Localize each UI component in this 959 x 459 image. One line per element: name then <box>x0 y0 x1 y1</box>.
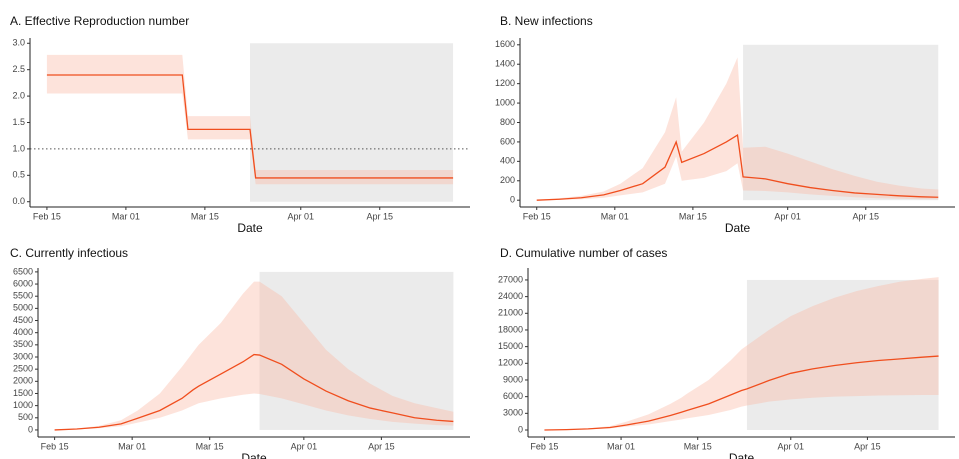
x-tick-label: Mar 15 <box>679 211 707 221</box>
credible-band <box>544 277 939 430</box>
line <box>54 353 454 431</box>
y-tick-label: 6500 <box>13 266 33 276</box>
x-tick-label: Mar 15 <box>196 441 224 451</box>
y-tick-label: 4500 <box>13 315 33 325</box>
x-tick-label: Apr 15 <box>853 211 880 221</box>
x-tick-label: Feb 15 <box>523 211 551 221</box>
x-tick-label: Mar 01 <box>607 441 635 451</box>
y-tick-label: 1000 <box>495 97 515 107</box>
y-tick-label: 800 <box>500 117 515 127</box>
y-tick-label: 1.0 <box>12 143 25 153</box>
x-axis-label: Date <box>725 221 751 235</box>
x-tick-label: Feb 15 <box>41 441 69 451</box>
panel-title: C. Currently infectious <box>10 246 128 260</box>
y-tick-label: 3500 <box>13 339 33 349</box>
x-tick-label: Apr 01 <box>774 211 801 221</box>
x-tick-label: Apr 01 <box>778 441 805 451</box>
x-axis-label: Date <box>241 451 267 459</box>
x-tick-label: Mar 01 <box>601 211 629 221</box>
y-tick-label: 6000 <box>503 391 523 401</box>
y-tick-label: 200 <box>500 175 515 185</box>
line <box>46 74 454 179</box>
y-tick-label: 0 <box>518 424 523 434</box>
credible-band <box>536 57 939 201</box>
y-tick-label: 1600 <box>495 39 515 49</box>
shaded-region <box>250 43 454 202</box>
x-tick-label: Mar 01 <box>118 441 146 451</box>
y-tick-label: 2500 <box>13 364 33 374</box>
y-tick-label: 2.5 <box>12 64 25 74</box>
x-tick-label: Mar 15 <box>191 211 219 221</box>
y-tick-label: 24000 <box>498 291 523 301</box>
y-tick-label: 4000 <box>13 327 33 337</box>
y-tick-label: 1000 <box>13 400 33 410</box>
x-axis-label: Date <box>237 221 263 235</box>
y-tick-label: 500 <box>18 412 33 422</box>
y-tick-label: 0.0 <box>12 196 25 206</box>
y-tick-label: 3000 <box>503 408 523 418</box>
y-tick-label: 27000 <box>498 274 523 284</box>
y-tick-label: 1400 <box>495 59 515 69</box>
y-tick-label: 400 <box>500 156 515 166</box>
x-tick-label: Mar 15 <box>684 441 712 451</box>
panel-title: D. Cumulative number of cases <box>500 246 667 260</box>
x-tick-label: Apr 15 <box>368 441 395 451</box>
y-tick-label: 12000 <box>498 358 523 368</box>
y-tick-label: 0 <box>28 424 33 434</box>
x-axis-label: Date <box>729 451 755 459</box>
line <box>536 134 939 201</box>
x-tick-label: Apr 01 <box>291 441 318 451</box>
line <box>544 355 939 431</box>
y-tick-label: 15000 <box>498 341 523 351</box>
y-tick-label: 3.0 <box>12 38 25 48</box>
x-tick-label: Mar 01 <box>112 211 140 221</box>
x-tick-label: Apr 01 <box>288 211 315 221</box>
y-tick-label: 2.0 <box>12 90 25 100</box>
y-tick-label: 2000 <box>13 376 33 386</box>
y-tick-label: 600 <box>500 136 515 146</box>
x-tick-label: Feb 15 <box>530 441 558 451</box>
y-tick-label: 9000 <box>503 374 523 384</box>
y-tick-label: 1200 <box>495 78 515 88</box>
credible-band <box>54 281 454 430</box>
shaded-region <box>743 44 939 201</box>
y-tick-label: 1.5 <box>12 117 25 127</box>
y-tick-label: 6000 <box>13 278 33 288</box>
y-tick-label: 18000 <box>498 324 523 334</box>
shaded-region <box>746 279 939 430</box>
x-tick-label: Apr 15 <box>854 441 881 451</box>
x-tick-label: Feb 15 <box>33 211 61 221</box>
y-tick-label: 0 <box>510 195 515 205</box>
credible-band <box>46 54 454 185</box>
y-tick-label: 5500 <box>13 291 33 301</box>
y-tick-label: 0.5 <box>12 170 25 180</box>
y-tick-label: 5000 <box>13 303 33 313</box>
panel-title: B. New infections <box>500 14 593 28</box>
y-tick-label: 3000 <box>13 351 33 361</box>
x-tick-label: Apr 15 <box>366 211 393 221</box>
panel-title: A. Effective Reproduction number <box>10 14 189 28</box>
y-tick-label: 21000 <box>498 308 523 318</box>
y-tick-label: 1500 <box>13 388 33 398</box>
